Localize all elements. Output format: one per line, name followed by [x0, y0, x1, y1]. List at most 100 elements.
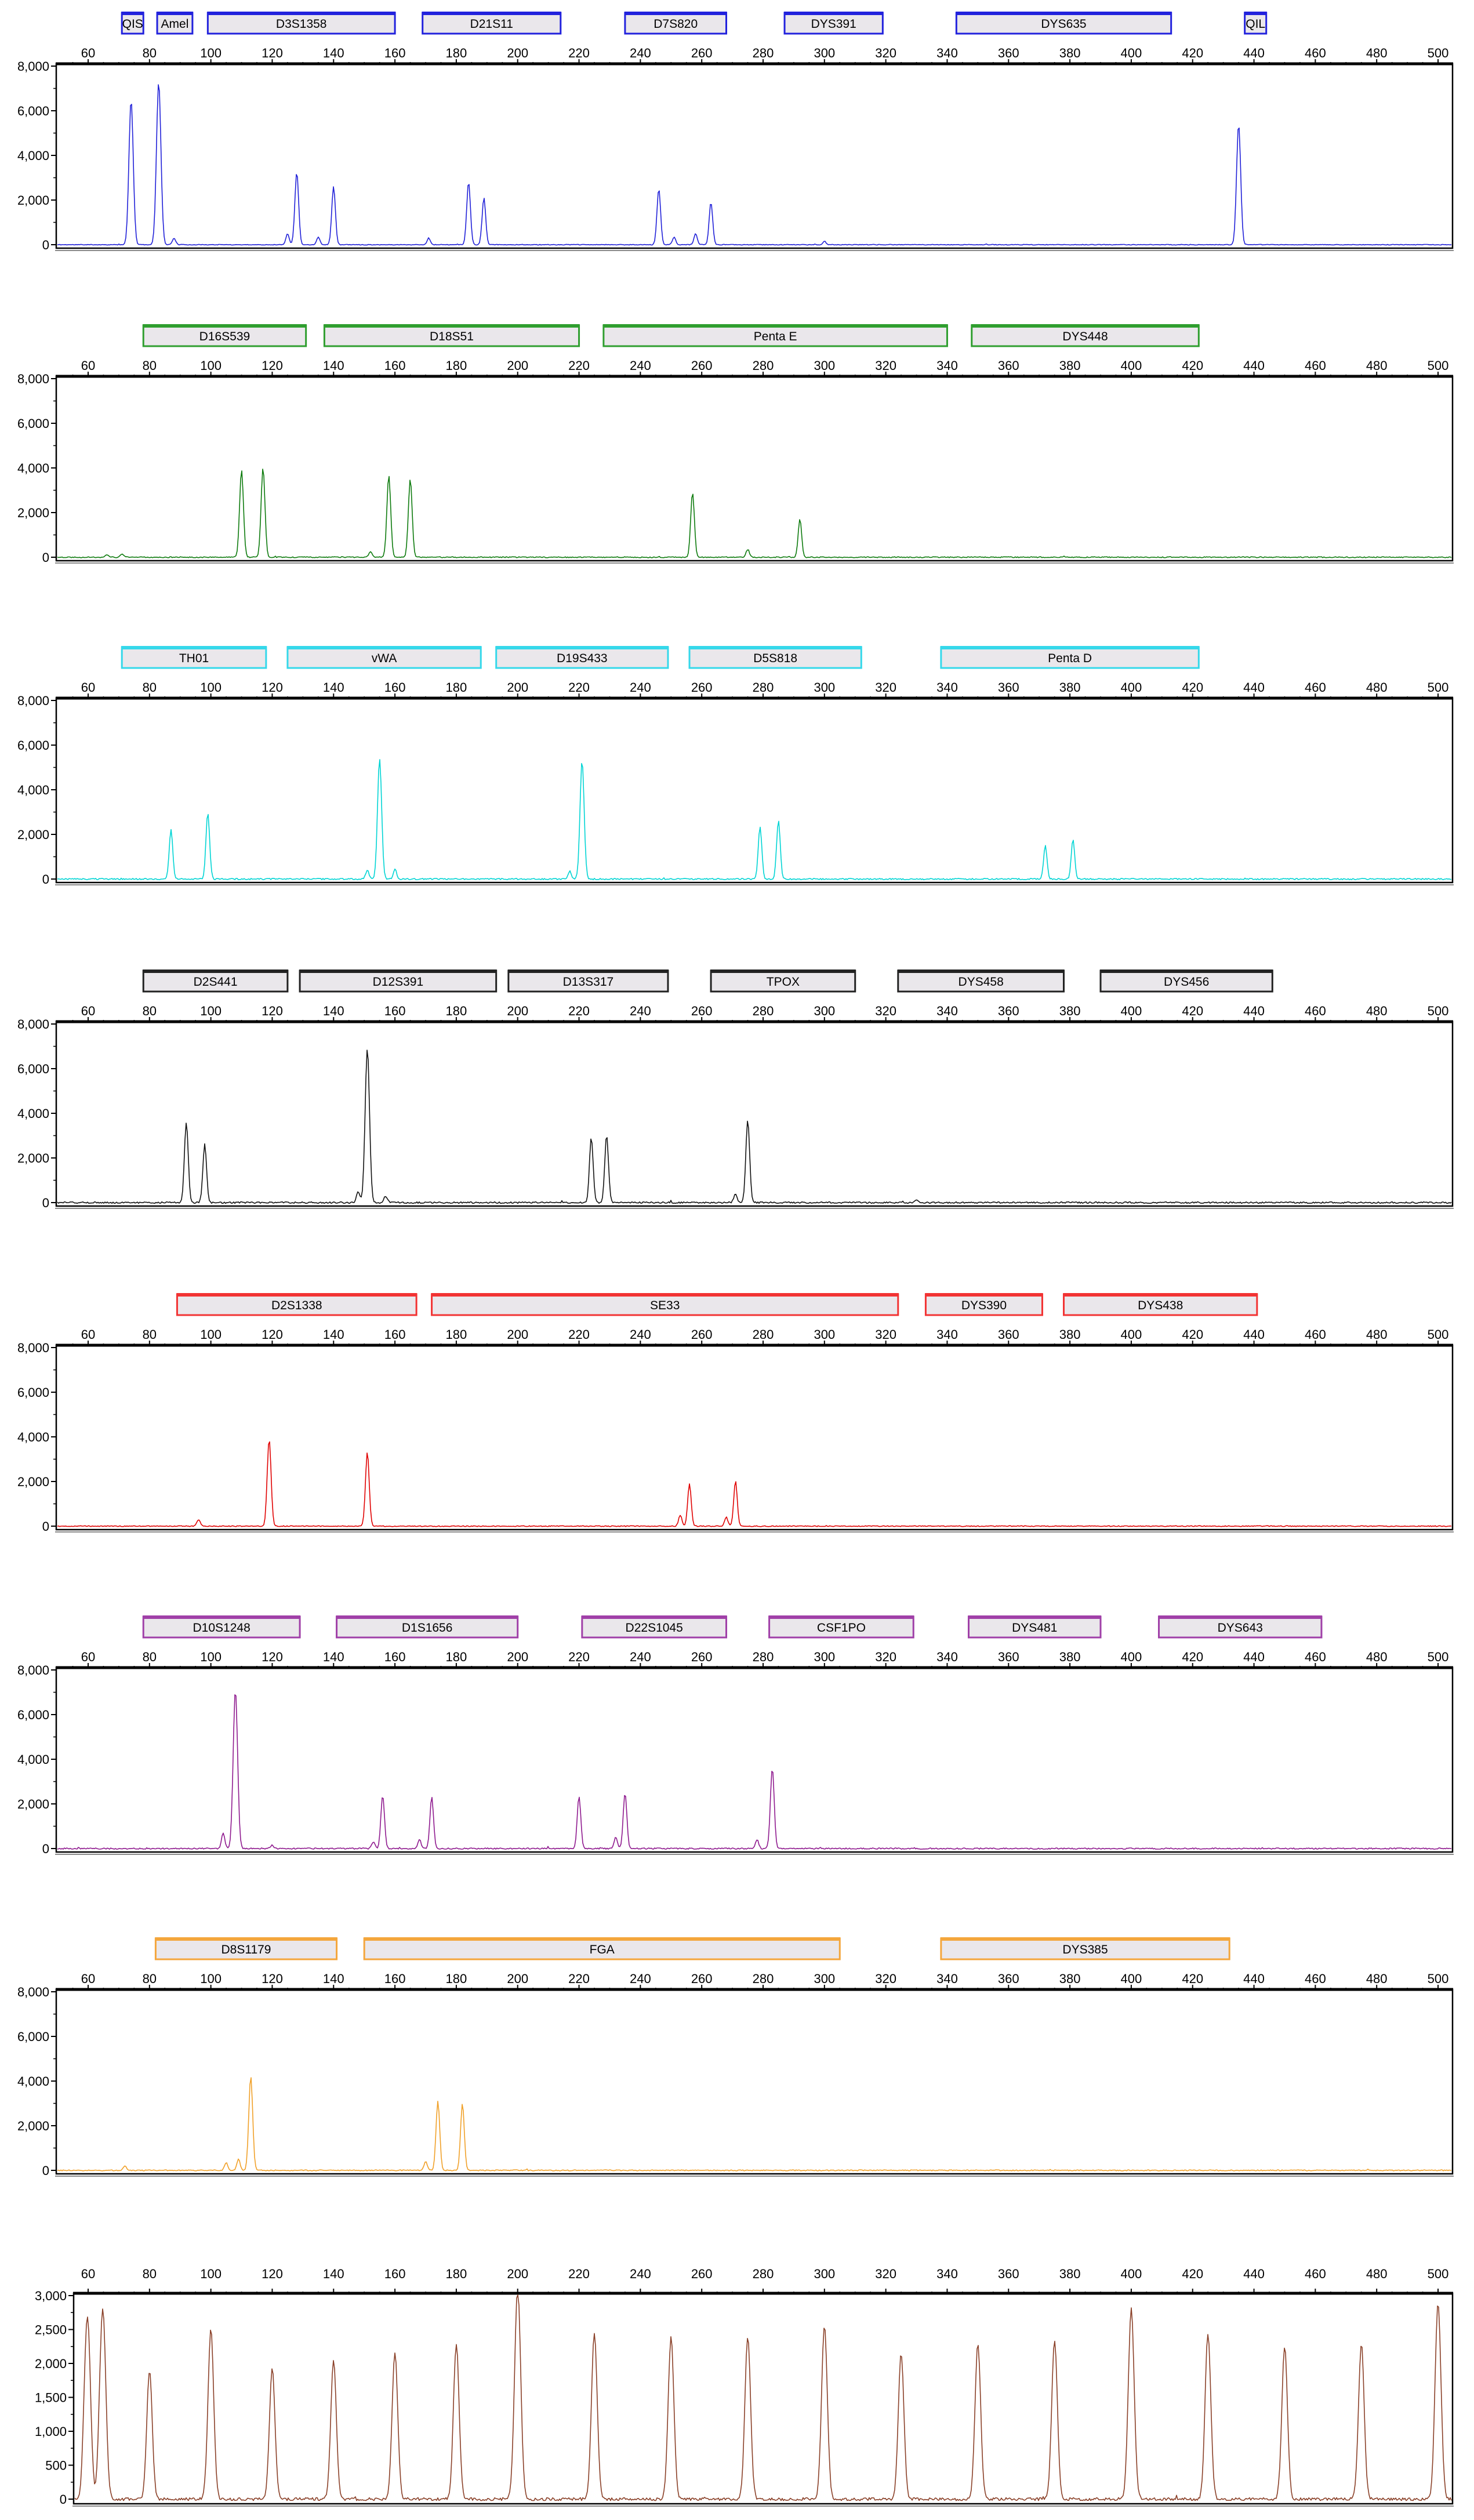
x-tick-label: 460 [1305, 358, 1326, 373]
x-tick-label: 200 [507, 2267, 528, 2281]
x-tick-label: 460 [1305, 2267, 1326, 2281]
marker-box-DYS385[interactable]: DYS385 [940, 1937, 1230, 1960]
marker-label: DYS385 [1062, 1943, 1108, 1956]
x-tick-label: 400 [1121, 1004, 1142, 1018]
marker-box-FGA[interactable]: FGA [363, 1937, 841, 1960]
marker-box-D5S818[interactable]: D5S818 [688, 646, 862, 669]
marker-box-D2S441[interactable]: D2S441 [142, 969, 289, 993]
marker-box-DYS390[interactable]: DYS390 [924, 1293, 1043, 1316]
x-tick-label: 180 [446, 1004, 467, 1018]
y-tick-label: 2,000 [35, 2356, 67, 2371]
trace-black-channel[interactable] [57, 1050, 1452, 1204]
marker-box-Amel[interactable]: Amel [156, 12, 194, 35]
panel-svg-orange-channel: D8S1179 FGA DYS385 60 80 100 120 140 160 180 200 22… [17, 1937, 1454, 2178]
trace-cyan-channel[interactable] [57, 759, 1451, 880]
marker-box-QIL[interactable]: QIL [1244, 12, 1268, 35]
marker-box-D8S1179[interactable]: D8S1179 [154, 1937, 338, 1960]
marker-box-D16S539[interactable]: D16S539 [142, 324, 307, 347]
x-tick-label: 160 [384, 2267, 406, 2281]
marker-box-DYS458[interactable]: DYS458 [897, 969, 1065, 993]
marker-box-D3S1358[interactable]: D3S1358 [206, 12, 396, 35]
trace-size-standard-channel[interactable] [74, 2294, 1452, 2501]
marker-box-DYS456[interactable]: DYS456 [1099, 969, 1273, 993]
x-tick-label: 320 [875, 680, 896, 695]
marker-box-vWA[interactable]: vWA [286, 646, 482, 669]
marker-box-DYS481[interactable]: DYS481 [967, 1615, 1102, 1639]
x-tick-label: 120 [262, 1971, 283, 1986]
x-tick-label: 400 [1121, 1650, 1142, 1664]
x-tick-label: 280 [753, 46, 774, 60]
x-tick-label: 320 [875, 1327, 896, 1342]
x-tick-label: 140 [323, 2267, 344, 2281]
marker-label: D10S1248 [193, 1621, 250, 1635]
marker-box-TH01[interactable]: TH01 [121, 646, 267, 669]
marker-box-SE33[interactable]: SE33 [431, 1293, 899, 1316]
marker-box-D12S391[interactable]: D12S391 [299, 969, 498, 993]
marker-box-D13S317[interactable]: D13S317 [507, 969, 669, 993]
x-tick-label: 180 [446, 680, 467, 695]
x-tick-label: 420 [1182, 46, 1203, 60]
x-tick-label: 260 [691, 1971, 713, 1986]
plot-frame [55, 1021, 1454, 1207]
x-tick-label: 320 [875, 2267, 896, 2281]
marker-box-D2S1338[interactable]: D2S1338 [176, 1293, 417, 1316]
marker-label: CSF1PO [817, 1621, 866, 1635]
trace-purple-channel[interactable] [57, 1694, 1452, 1850]
x-tick-label: 460 [1305, 1327, 1326, 1342]
marker-box-D22S1045[interactable]: D22S1045 [581, 1615, 728, 1639]
x-tick-label: 400 [1121, 46, 1142, 60]
y-tick-label: 8,000 [17, 1985, 49, 1999]
marker-box-CSF1PO[interactable]: CSF1PO [768, 1615, 914, 1639]
marker-box-D21S11[interactable]: D21S11 [422, 12, 562, 35]
x-tick-label: 240 [630, 1004, 651, 1018]
y-tick-label: 8,000 [17, 1017, 49, 1032]
x-tick-label: 60 [81, 1004, 95, 1018]
x-tick-label: 100 [200, 680, 222, 695]
x-tick-label: 200 [507, 46, 528, 60]
x-tick-label: 220 [568, 680, 590, 695]
marker-box-D18S51[interactable]: D18S51 [323, 324, 580, 347]
marker-box-D19S433[interactable]: D19S433 [495, 646, 669, 669]
y-tick-label: 8,000 [17, 693, 49, 708]
x-tick-label: 140 [323, 1327, 344, 1342]
marker-box-DYS391[interactable]: DYS391 [783, 12, 884, 35]
y-tick-label: 2,000 [17, 506, 49, 520]
x-tick-label: 400 [1121, 2267, 1142, 2281]
x-tick-label: 140 [323, 1971, 344, 1986]
x-tick-label: 200 [507, 680, 528, 695]
trace-orange-channel[interactable] [57, 2077, 1452, 2172]
marker-box-Penta D[interactable]: Penta D [940, 646, 1200, 669]
marker-box-QIS[interactable]: QIS [121, 12, 144, 35]
marker-box-D10S1248[interactable]: D10S1248 [142, 1615, 301, 1639]
x-tick-label: 340 [936, 2267, 958, 2281]
marker-box-DYS643[interactable]: DYS643 [1158, 1615, 1323, 1639]
x-tick-label: 220 [568, 1971, 590, 1986]
y-tick-label: 6,000 [17, 1385, 49, 1400]
marker-label: SE33 [650, 1299, 680, 1312]
panel-red-channel: D2S1338 SE33 DYS390 DYS438 60 80 100 120 140 160 1… [0, 1290, 1474, 1562]
y-tick-label: 0 [42, 1519, 49, 1534]
y-tick-label: 6,000 [17, 1708, 49, 1722]
marker-label: TH01 [179, 652, 209, 665]
marker-box-D7S820[interactable]: D7S820 [624, 12, 728, 35]
marker-box-D1S1656[interactable]: D1S1656 [336, 1615, 519, 1639]
marker-box-DYS635[interactable]: DYS635 [955, 12, 1172, 35]
marker-box-Penta E[interactable]: Penta E [602, 324, 948, 347]
marker-box-TPOX[interactable]: TPOX [710, 969, 856, 993]
panel-size-standard-channel: 60 80 100 120 140 160 180 200 220 240 260 280 300 320… [0, 2260, 1474, 2520]
x-tick-label: 100 [200, 358, 222, 373]
y-tick-label: 6,000 [17, 104, 49, 118]
marker-label: DYS390 [961, 1299, 1007, 1312]
marker-label: D21S11 [470, 17, 513, 31]
y-tick-label: 0 [42, 872, 49, 887]
x-tick-label: 80 [143, 1650, 157, 1664]
trace-red-channel[interactable] [57, 1441, 1452, 1527]
x-tick-label: 480 [1366, 1650, 1388, 1664]
trace-green-channel[interactable] [57, 469, 1452, 558]
marker-label: D2S1338 [271, 1299, 322, 1312]
x-tick-label: 500 [1428, 2267, 1449, 2281]
marker-box-DYS448[interactable]: DYS448 [971, 324, 1200, 347]
marker-box-DYS438[interactable]: DYS438 [1063, 1293, 1258, 1316]
trace-blue-channel[interactable] [57, 84, 1452, 246]
y-tick-label: 4,000 [17, 1430, 49, 1444]
